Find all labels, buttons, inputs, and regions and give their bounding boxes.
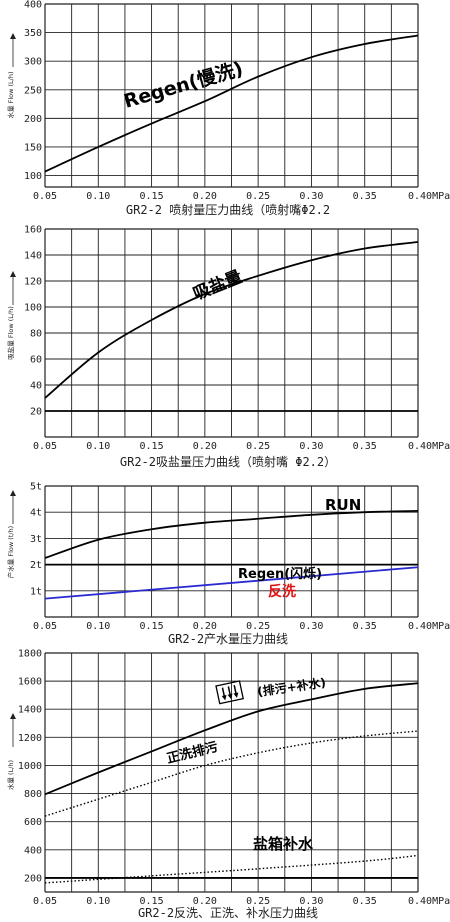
y-tick-label: 400: [24, 845, 42, 856]
chart-caption: GR2-2吸盐量压力曲线（喷射嘴 Φ2.2）: [120, 454, 336, 469]
series-line-RUN: [44, 509, 419, 559]
series-line-盐箱补水: [44, 854, 419, 884]
x-tick-label: 0.25: [246, 896, 270, 907]
y-axis-arrowhead: [10, 490, 16, 496]
series-line-正洗排污: [44, 730, 419, 817]
x-tick-label: 0.05: [33, 191, 57, 202]
chart-caption: GR2-2反洗、正洗、补水压力曲线: [138, 906, 318, 920]
y-tick-label: 250: [24, 85, 42, 96]
x-tick-label: 0.20: [193, 621, 217, 632]
x-tick-label: 0.25: [246, 621, 270, 632]
x-tick-label: 0.40MPa: [408, 621, 450, 632]
icon-box: [215, 680, 244, 705]
series-line-吸盐量: [44, 241, 419, 399]
chart-panel-3: 1t 2t 3t 4t 5t 0.05 0.10 0.15 0.20 0.25 0.30 0.35 0.…: [6, 482, 450, 647]
chart-panel-2: 20 40 60 80 100 120 140 160 0.05 0.10 0.15 0.20 0.25…: [6, 225, 450, 470]
series-label-regen: Regen(慢洗): [121, 57, 245, 113]
y-tick-label: 100: [24, 303, 42, 314]
x-tick-label: 0.40MPa: [408, 191, 450, 202]
x-tick-label: 0.35: [353, 896, 377, 907]
y-tick-label: 3t: [30, 534, 42, 545]
x-tick-label: 0.30: [299, 621, 323, 632]
x-tick-label: 0.15: [140, 191, 164, 202]
x-tick-label: 0.25: [246, 191, 270, 202]
x-tick-label: 0.05: [33, 441, 57, 452]
x-tick-label: 0.35: [353, 621, 377, 632]
y-tick-label: 2t: [30, 560, 42, 571]
y-tick-label: 1000: [18, 761, 42, 772]
x-tick-label: 0.40MPa: [408, 896, 450, 907]
y-tick-label: 140: [24, 251, 42, 262]
x-tick-label: 0.15: [140, 896, 164, 907]
x-tick-label: 0.05: [33, 621, 57, 632]
y-tick-label: 1200: [18, 733, 42, 744]
x-tick-label: 0.20: [193, 191, 217, 202]
icon-arrow-head: [227, 693, 233, 700]
y-tick-label: 300: [24, 57, 42, 68]
y-tick-label: 160: [24, 225, 42, 236]
y-tick-label: 80: [30, 329, 42, 340]
y-tick-label: 1800: [18, 649, 42, 660]
series-label-drain-refill: (排污+补水): [256, 675, 326, 699]
y-axis-arrowhead: [10, 33, 16, 39]
series-label-brine-refill: 盐箱补水: [253, 835, 314, 853]
chart-caption: GR2-2 喷射量压力曲线（喷射嘴Φ2.2: [126, 202, 330, 217]
y-axis-label: 吸盐量 Flow (L/h): [6, 306, 15, 359]
series-line-(排污+补水): [44, 682, 419, 796]
x-tick-label: 0.05: [33, 896, 57, 907]
x-tick-label: 0.25: [246, 441, 270, 452]
x-tick-label: 0.15: [140, 621, 164, 632]
y-tick-label: 100: [24, 171, 42, 182]
x-tick-label: 0.20: [193, 441, 217, 452]
y-tick-label: 5t: [30, 482, 42, 493]
y-tick-label: 1600: [18, 677, 42, 688]
y-tick-label: 800: [24, 789, 42, 800]
y-tick-label: 200: [24, 873, 42, 884]
y-tick-label: 60: [30, 355, 42, 366]
y-tick-label: 600: [24, 817, 42, 828]
chart-caption: GR2-2产水量压力曲线: [168, 632, 288, 646]
x-tick-label: 0.20: [193, 896, 217, 907]
y-tick-label: 20: [30, 407, 42, 418]
series-label-salt-suction: 吸盐量: [190, 266, 245, 305]
y-axis-label: 产水量 Flow (t/h): [6, 526, 15, 578]
y-axis-arrowhead: [10, 271, 16, 277]
y-axis-arrowhead: [10, 713, 16, 719]
series-label-regen-flash: Regen(闪烁): [238, 566, 322, 582]
x-tick-label: 0.35: [353, 191, 377, 202]
y-tick-label: 1400: [18, 705, 42, 716]
y-tick-label: 40: [30, 381, 42, 392]
icon-arrow-head: [221, 694, 227, 701]
x-tick-label: 0.10: [86, 621, 110, 632]
series-label-backwash: 反洗: [268, 583, 296, 600]
y-tick-label: 400: [24, 0, 42, 11]
y-axis-label: 水量 Flow (L/h): [6, 72, 15, 119]
x-tick-label: 0.40MPa: [408, 441, 450, 452]
y-tick-label: 120: [24, 277, 42, 288]
icon-arrow-head: [233, 692, 239, 698]
x-tick-label: 0.35: [353, 441, 377, 452]
y-tick-label: 150: [24, 142, 42, 153]
x-tick-label: 0.10: [86, 441, 110, 452]
x-tick-label: 0.30: [299, 191, 323, 202]
x-tick-label: 0.10: [86, 191, 110, 202]
x-tick-label: 0.30: [299, 896, 323, 907]
chart-panel-4: 200 400 600 800 1000 1200 1400 1600 1800 0.05 0.10…: [6, 649, 450, 921]
valve-arrows-icon: [215, 680, 244, 705]
series-line-反洗: [44, 566, 419, 600]
y-tick-label: 4t: [30, 508, 42, 519]
series-label-run: RUN: [325, 496, 361, 514]
y-axis-label: 水量 (L/h): [6, 760, 15, 790]
x-tick-label: 0.15: [140, 441, 164, 452]
x-tick-label: 0.30: [299, 441, 323, 452]
y-tick-label: 200: [24, 114, 42, 125]
x-tick-label: 0.10: [86, 896, 110, 907]
y-tick-label: 1t: [30, 586, 42, 597]
chart-panel-1: 100 150 200 250 300 350 400 0.05 0.10 0.15 0.20 0.2…: [6, 0, 450, 217]
y-tick-label: 350: [24, 28, 42, 39]
series-line-Regen(慢洗): [44, 34, 419, 173]
